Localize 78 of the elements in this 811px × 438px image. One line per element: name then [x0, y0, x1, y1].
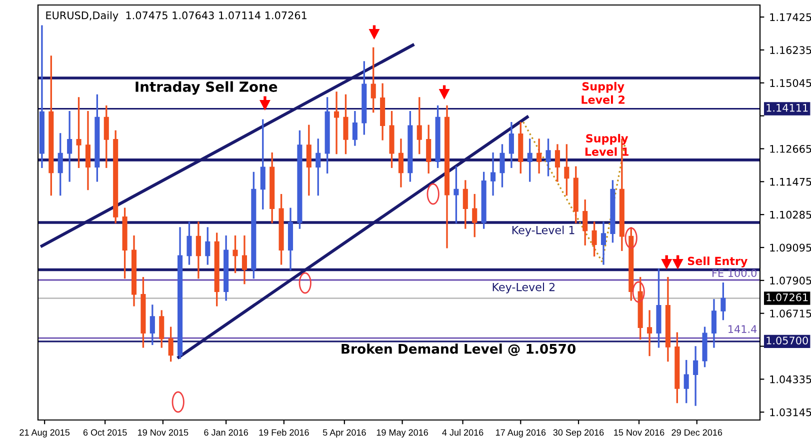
text: 1.03145: [770, 408, 811, 416]
candlestick: [554, 144, 560, 182]
text: 1.17425: [770, 13, 811, 22]
candlestick: [232, 235, 238, 274]
text: EURUSD,Daily 1.07475 1.07643 1.07114 1.07261: [46, 11, 306, 22]
annotation: Supply Level 2: [582, 82, 625, 104]
text: 1.15045: [770, 79, 811, 87]
candlestick: [316, 138, 321, 196]
candlestick: [370, 47, 376, 113]
candlestick: [684, 360, 689, 404]
x-tick-label: 6 Jan 2016: [204, 429, 248, 436]
annotation: Broken Demand Level @ 1.0570: [342, 344, 576, 356]
candlestick: [159, 310, 164, 348]
candlestick: [416, 97, 422, 154]
x-tick-label: 21 Aug 2015: [20, 429, 70, 438]
text: 1.10285: [770, 210, 811, 219]
candlestick: [398, 138, 404, 188]
x-tick-label: 19 May 2016: [376, 429, 428, 438]
candlestick: [205, 227, 210, 265]
x-tick-label: 5 Apr 2016: [322, 429, 366, 438]
candlestick: [582, 199, 588, 246]
candlestick: [196, 222, 201, 279]
candlestick: [536, 138, 542, 174]
candlestick: [462, 180, 468, 229]
x-tick-label: 4 Jul 2016: [442, 429, 484, 436]
candlestick: [168, 326, 174, 362]
candlestick: [564, 144, 570, 196]
text: 1.04335: [770, 375, 811, 384]
text: 1.06715: [770, 310, 811, 318]
candlestick: [58, 133, 63, 196]
candlestick: [490, 152, 496, 196]
candlestick: [85, 110, 90, 190]
annotation: 141.4: [728, 325, 757, 333]
candlestick: [711, 299, 716, 348]
candlestick: [260, 119, 266, 210]
candlestick: [426, 124, 432, 174]
annotation: Key-Level 1: [512, 226, 574, 236]
candlestick: [306, 124, 312, 196]
candlestick: [472, 194, 478, 238]
x-tick-label: 15 Nov 2016: [614, 429, 664, 436]
candlestick: [76, 97, 82, 168]
candlestick: [546, 138, 551, 176]
candlestick: [334, 92, 340, 154]
x-tick-label: 6 Oct 2015: [83, 429, 127, 436]
candlestick: [150, 304, 155, 346]
text: 1.09095: [770, 244, 811, 252]
x-tick-label: 17 Aug 2016: [496, 429, 546, 438]
annotation: FE 100.0: [712, 269, 757, 278]
ref-line-label: 1.07261: [766, 293, 808, 302]
candlestick: [500, 144, 505, 188]
candlestick: [67, 110, 72, 182]
candlestick: [352, 110, 358, 146]
candlestick: [242, 235, 247, 284]
candlestick: [592, 222, 597, 256]
ref-line-label: 1.14111: [766, 104, 808, 112]
candlestick: [600, 222, 606, 265]
ref-line-label: 1.05700: [766, 336, 808, 344]
text: 1.11475: [770, 178, 811, 186]
annotation: Intraday Sell Zone: [136, 81, 278, 95]
candlestick: [508, 122, 514, 168]
text: 1.16235: [770, 46, 811, 54]
annotation: Key-Level 2: [492, 282, 555, 294]
candlestick: [454, 166, 459, 224]
x-tick-label: 19 Feb 2016: [259, 429, 309, 436]
annotation: Supply Level 1: [585, 134, 628, 156]
candlestick: [647, 310, 652, 356]
x-tick-label: 30 Sep 2016: [553, 429, 604, 438]
x-tick-label: 29 Dec 2016: [672, 429, 722, 436]
text: 1.12665: [770, 144, 811, 153]
candlestick: [104, 105, 109, 168]
candlestick: [527, 138, 532, 182]
candlestick: [186, 222, 192, 265]
annotation: Sell Entry: [688, 256, 748, 268]
candlestick: [343, 94, 348, 154]
x-tick-label: 19 Nov 2015: [138, 429, 188, 436]
candlestick: [693, 346, 698, 406]
text: 1.07905: [770, 276, 811, 285]
candlestick: [720, 282, 726, 320]
